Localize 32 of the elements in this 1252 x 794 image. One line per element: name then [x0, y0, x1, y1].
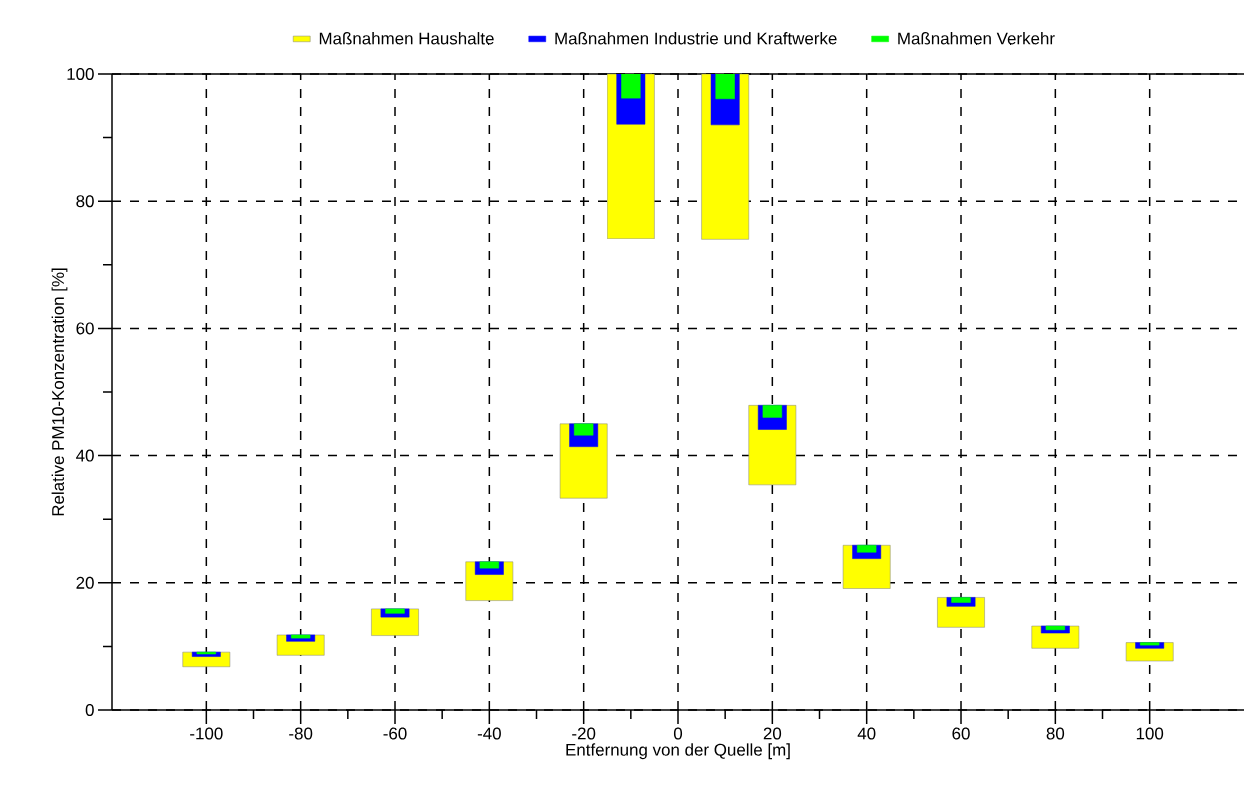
legend-label: Maßnahmen Industrie und Kraftwerke — [555, 32, 837, 45]
bar — [762, 405, 783, 418]
bar — [856, 545, 877, 553]
x-tick-label: -20 — [572, 727, 596, 740]
bar — [1139, 642, 1160, 646]
x-tick-label: 0 — [673, 727, 683, 740]
bar — [290, 634, 311, 639]
bar — [621, 73, 641, 99]
legend-label: Maßnahmen Haushalte — [319, 32, 494, 45]
x-tick-label: 100 — [1136, 727, 1164, 740]
x-tick-label: -40 — [477, 727, 501, 740]
bar — [951, 597, 971, 603]
y-tick-label: 20 — [76, 576, 94, 589]
y-tick-label: 0 — [85, 704, 94, 716]
y-tick-label: 80 — [76, 195, 94, 208]
x-tick-label: -60 — [383, 727, 407, 740]
x-tick-label: 60 — [952, 727, 970, 740]
y-tick-label: 60 — [76, 322, 94, 335]
bar — [1045, 625, 1066, 631]
x-axis-title: Entfernung von der Quelle [m] — [566, 743, 790, 760]
x-tick-label: 80 — [1046, 727, 1065, 740]
y-tick-label: 40 — [76, 449, 94, 462]
x-tick-label: -80 — [289, 727, 313, 740]
x-tick-label: -100 — [190, 727, 223, 740]
bar — [479, 561, 500, 569]
x-tick-label: 40 — [857, 727, 876, 740]
legend-label: Maßnahmen Verkehr — [898, 32, 1055, 45]
bar — [385, 608, 405, 614]
y-tick-label: 100 — [67, 67, 94, 80]
bar — [573, 423, 594, 436]
x-tick-label: 20 — [763, 727, 782, 740]
y-axis-title: Relative PM10-Konzentration [%] — [51, 268, 68, 516]
